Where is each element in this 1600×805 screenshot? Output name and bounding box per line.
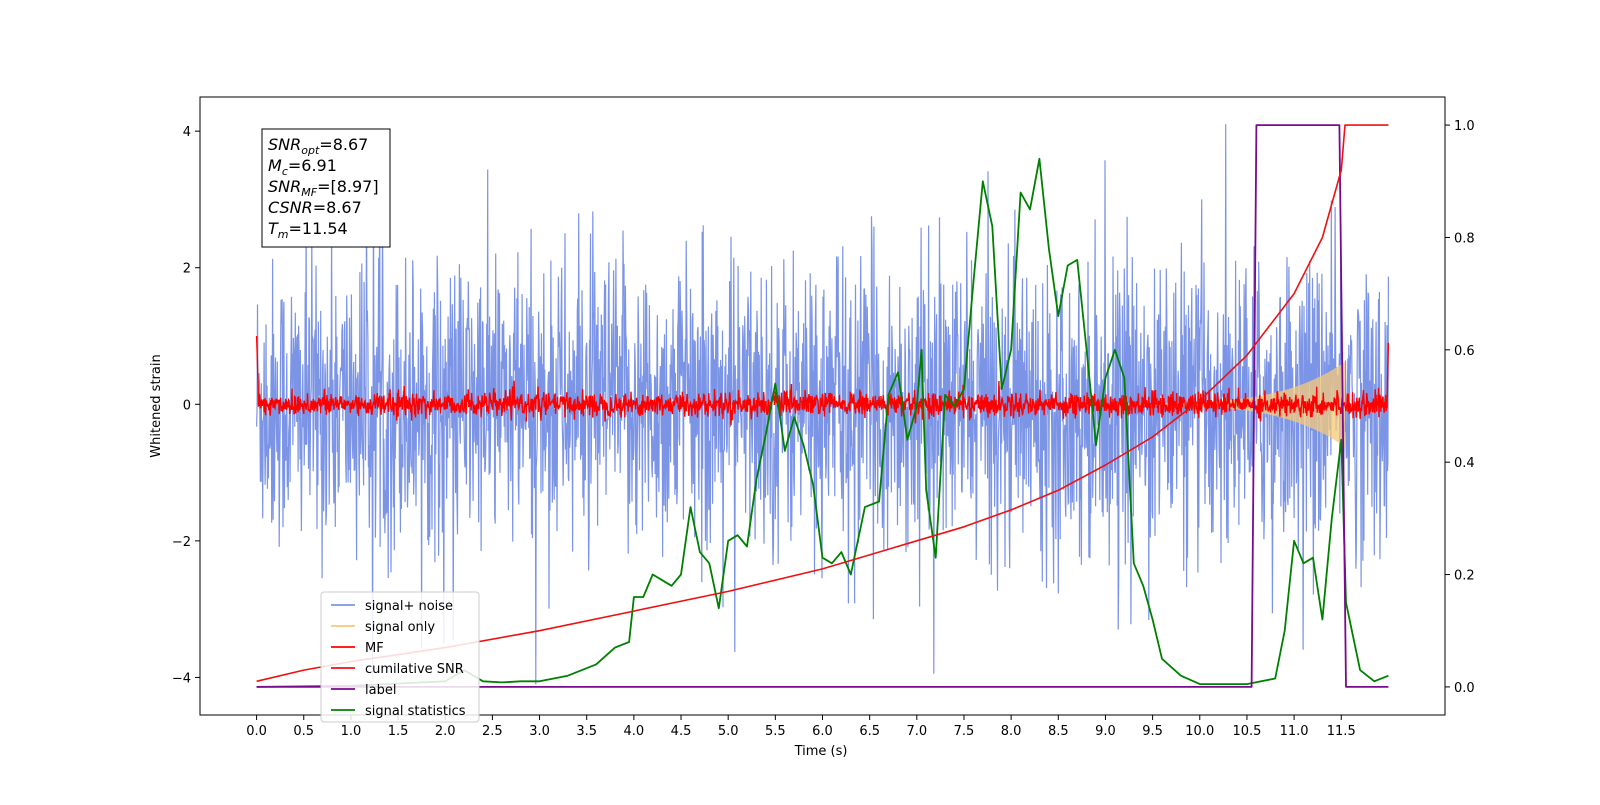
legend-label: signal only xyxy=(365,620,435,635)
info-line: Tm=11.54 xyxy=(268,219,348,241)
y-right-tick-label: 0.8 xyxy=(1454,231,1475,246)
x-tick-label: 9.5 xyxy=(1142,724,1163,739)
series-signal-noise xyxy=(256,124,1389,685)
x-tick-label: 10.0 xyxy=(1185,724,1214,739)
info-line: CSNR=8.67 xyxy=(268,198,362,217)
y-right-tick-label: 0.0 xyxy=(1454,681,1475,696)
y-left-tick-label: −4 xyxy=(172,671,191,686)
x-axis-ticks: 0.0 0.5 1.0 1.5 2.0 2.5 3.0 3.5 4.0 4.5 5.0 5.5 6.0 6… xyxy=(246,715,1356,739)
legend-label: cumilative SNR xyxy=(365,662,464,677)
x-tick-label: 0.5 xyxy=(293,724,314,739)
x-tick-label: 5.0 xyxy=(718,724,739,739)
x-tick-label: 10.5 xyxy=(1232,724,1261,739)
label-line xyxy=(256,124,1389,688)
y-axis-left-ticks: 4 2 0 −2 −4 xyxy=(172,125,200,686)
info-line: Mc=6.91 xyxy=(268,156,337,178)
y-left-tick-label: 2 xyxy=(183,262,191,277)
x-tick-label: 0.0 xyxy=(246,724,267,739)
x-tick-label: 7.0 xyxy=(906,724,927,739)
x-tick-label: 8.0 xyxy=(1001,724,1022,739)
legend-label: signal statistics xyxy=(365,704,466,719)
series-label xyxy=(256,124,1389,688)
y-right-tick-label: 0.2 xyxy=(1454,569,1475,584)
y-right-tick-label: 1.0 xyxy=(1454,119,1475,134)
y-axis-right-ticks: 1.0 0.8 0.6 0.4 0.2 0.0 xyxy=(1445,119,1475,696)
plot-area xyxy=(255,124,1390,688)
x-axis-label: Time (s) xyxy=(794,744,848,759)
mf-line xyxy=(255,335,1390,426)
series-signal-statistics xyxy=(256,157,1389,688)
x-tick-label: 7.5 xyxy=(954,724,975,739)
x-tick-label: 5.5 xyxy=(765,724,786,739)
y-axis-label: Whitened strain xyxy=(149,354,164,457)
legend-frame xyxy=(320,591,480,723)
x-tick-label: 6.0 xyxy=(812,724,833,739)
x-tick-label: 4.5 xyxy=(671,724,692,739)
x-tick-label: 1.0 xyxy=(341,724,362,739)
legend: signal+ noise signal only MF cumilative SNR… xyxy=(320,591,480,723)
x-tick-label: 3.5 xyxy=(576,724,597,739)
x-tick-label: 11.5 xyxy=(1327,724,1356,739)
x-tick-label: 8.5 xyxy=(1048,724,1069,739)
signal-statistics-line xyxy=(256,157,1389,688)
legend-label: MF xyxy=(365,641,384,656)
x-tick-label: 4.0 xyxy=(624,724,645,739)
x-tick-label: 6.5 xyxy=(859,724,880,739)
y-left-tick-label: −2 xyxy=(172,535,191,550)
x-tick-label: 2.5 xyxy=(482,724,503,739)
x-tick-label: 1.5 xyxy=(388,724,409,739)
x-tick-label: 11.0 xyxy=(1280,724,1309,739)
signal-noise-line xyxy=(256,124,1389,685)
series-mf xyxy=(255,335,1390,426)
x-tick-label: 2.0 xyxy=(435,724,456,739)
y-right-tick-label: 0.4 xyxy=(1454,456,1475,471)
y-left-tick-label: 0 xyxy=(183,398,191,413)
info-line: SNRMF=[8.97] xyxy=(268,177,379,199)
x-tick-label: 3.0 xyxy=(529,724,550,739)
y-left-tick-label: 4 xyxy=(183,125,191,140)
y-right-tick-label: 0.6 xyxy=(1454,344,1475,359)
legend-label: label xyxy=(365,683,396,698)
x-tick-label: 9.0 xyxy=(1095,724,1116,739)
legend-label: signal+ noise xyxy=(365,599,453,614)
info-box-frame xyxy=(261,128,391,248)
info-line: SNRopt=8.67 xyxy=(268,135,368,157)
